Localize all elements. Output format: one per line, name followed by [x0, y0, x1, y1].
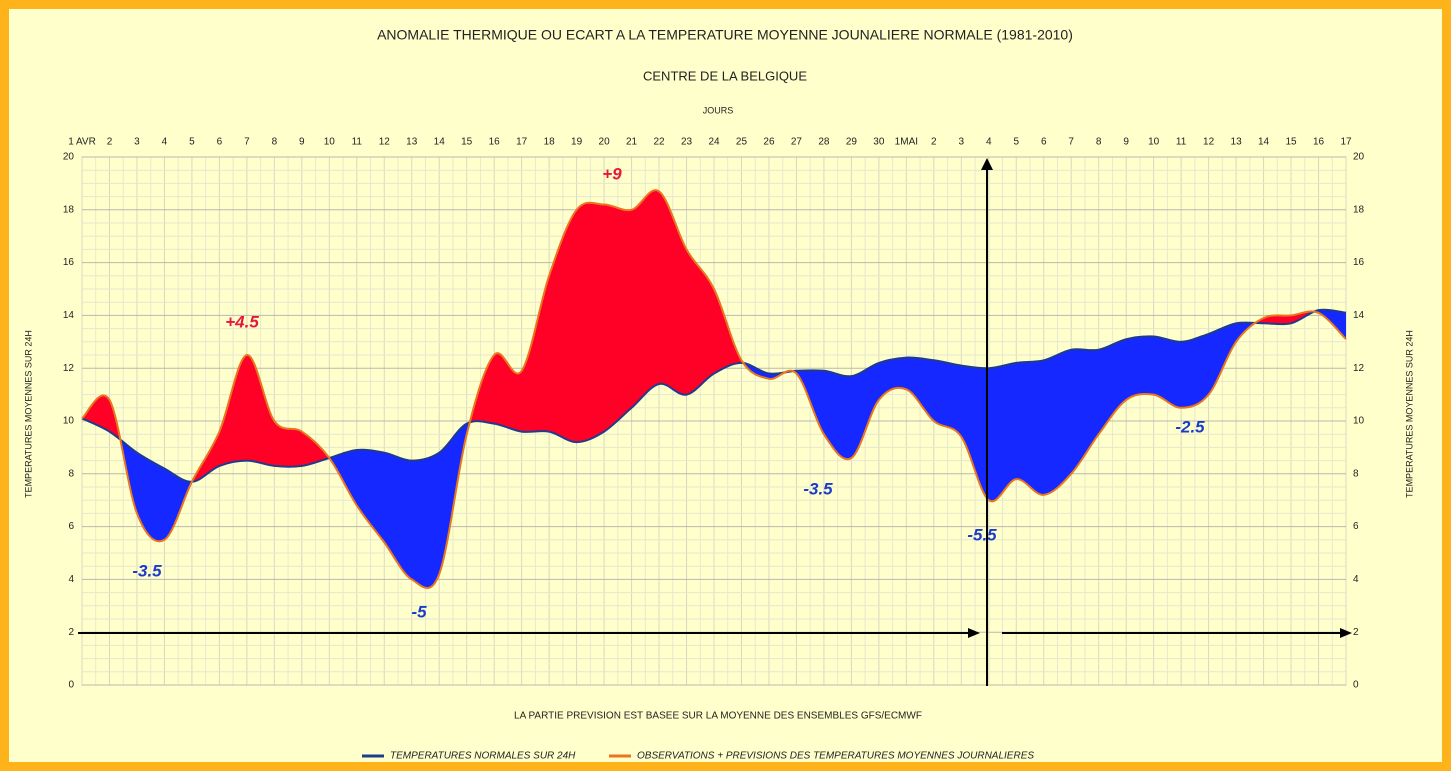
x-tick-label: 24: [708, 137, 720, 148]
x-tick-label: 21: [626, 137, 638, 148]
x-tick-label: 6: [1041, 137, 1047, 148]
x-tick-label: 1 AVR: [68, 137, 96, 148]
x-tick-label: 4: [162, 137, 168, 148]
annotation: -5.5: [967, 525, 997, 544]
y2-tick-label: 18: [1353, 204, 1365, 215]
x-tick-label: 12: [1203, 137, 1215, 148]
x-tick-label: 7: [244, 137, 250, 148]
x-tick-label: 3: [134, 137, 140, 148]
x-tick-label: 15: [1285, 137, 1297, 148]
x-tick-label: 4: [986, 137, 992, 148]
x-tick-label: 29: [846, 137, 858, 148]
background: [9, 9, 1442, 762]
note: LA PARTIE PREVISION EST BASEE SUR LA MOY…: [514, 711, 922, 722]
y2-tick-label: 6: [1353, 521, 1359, 532]
x-tick-label: 8: [272, 137, 278, 148]
annotation: -2.5: [1175, 417, 1205, 436]
x-tick-label: 27: [791, 137, 803, 148]
y2-tick-label: 2: [1353, 627, 1359, 638]
y2-tick-label: 0: [1353, 680, 1359, 691]
y-tick-label: 2: [68, 627, 74, 638]
labels: +9 +4.5 -3.5 -5 -3.5 -5.5 -2.5: [132, 164, 1205, 621]
y-tick-label: 20: [63, 152, 75, 163]
x-tick-label: 23: [681, 137, 693, 148]
x-tick-label: 7: [1068, 137, 1074, 148]
annotation: -3.5: [132, 561, 162, 580]
arrow-head: [968, 628, 980, 638]
arrow-head: [981, 158, 993, 170]
y2-tick-label: 4: [1353, 574, 1359, 585]
legend-label: TEMPERATURES NORMALES SUR 24H: [390, 751, 576, 762]
y-axis-title: TEMPERATURES MOYENNES SUR 24H: [23, 330, 33, 498]
x-tick-label: 17: [1340, 137, 1352, 148]
y-tick-label: 4: [68, 574, 74, 585]
annotation: +9: [602, 164, 622, 183]
x-tick-label: 28: [818, 137, 830, 148]
legend: TEMPERATURES NORMALES SUR 24H OBSERVATION…: [362, 751, 1034, 762]
series-line: [81, 308, 1347, 483]
x-tick-label: 14: [1258, 137, 1270, 148]
chart-title: ANOMALIE THERMIQUE OU ECART A LA TEMPERA…: [377, 27, 1073, 43]
x-tick-label: 13: [1231, 137, 1243, 148]
y-tick-label: 12: [63, 363, 75, 374]
annotation: -5: [411, 602, 427, 621]
x-tick-label: 16: [1313, 137, 1325, 148]
x-tick-label: 11: [1176, 137, 1187, 148]
x-tick-label: 1MAI: [895, 137, 918, 148]
y2-tick-label: 8: [1353, 468, 1359, 479]
x-tick-label: 20: [599, 137, 611, 148]
x-tick-label: 18: [544, 137, 556, 148]
chart-subtitle: CENTRE DE LA BELGIQUE: [643, 68, 807, 83]
x-tick-label: 26: [763, 137, 775, 148]
x-tick-label: 10: [324, 137, 336, 148]
y-tick-label: 16: [63, 257, 75, 268]
x-tick-label: 16: [489, 137, 501, 148]
x-tick-label: 3: [959, 137, 965, 148]
y2-tick-label: 16: [1353, 257, 1365, 268]
annotation: +4.5: [225, 312, 259, 331]
y2-tick-label: 10: [1353, 416, 1365, 427]
y2-axis-title: TEMPERATURES MOYENNES SUR 24H: [1404, 330, 1414, 498]
y2-tick-label: 20: [1353, 152, 1365, 163]
y-tick-label: 10: [63, 416, 75, 427]
y2-tick-label: 14: [1353, 310, 1365, 321]
lines: [81, 189, 1347, 589]
annotation: -3.5: [803, 479, 833, 498]
x-tick-label: 10: [1148, 137, 1160, 148]
y-tick-label: 6: [68, 521, 74, 532]
x-tick-label: 15: [461, 137, 473, 148]
x-tick-label: 2: [107, 137, 113, 148]
area-below: [82, 309, 1346, 588]
y-tick-label: 14: [63, 310, 75, 321]
x-tick-label: 22: [653, 137, 665, 148]
x-axis-title: JOURS: [703, 105, 734, 115]
arrow-head: [1340, 628, 1352, 638]
x-tick-label: 8: [1096, 137, 1102, 148]
x-tick-label: 9: [1123, 137, 1129, 148]
x-tick-label: 13: [406, 137, 418, 148]
y2-tick-label: 12: [1353, 363, 1365, 374]
x-tick-label: 14: [434, 137, 446, 148]
x-tick-label: 30: [873, 137, 885, 148]
series-line: [81, 189, 1347, 589]
legend-label: OBSERVATIONS + PREVISIONS DES TEMPERATUR…: [637, 751, 1034, 762]
x-tick-label: 9: [299, 137, 305, 148]
x-tick-label: 25: [736, 137, 748, 148]
y-tick-label: 0: [68, 680, 74, 691]
x-tick-label: 6: [217, 137, 223, 148]
areas: [82, 190, 1346, 588]
x-tick-label: 17: [516, 137, 528, 148]
x-tick-label: 11: [352, 137, 363, 148]
y-tick-label: 8: [68, 468, 74, 479]
x-tick-label: 19: [571, 137, 583, 148]
x-tick-label: 5: [189, 137, 195, 148]
x-tick-label: 5: [1013, 137, 1019, 148]
x-tick-label: 12: [379, 137, 391, 148]
x-tick-label: 2: [931, 137, 937, 148]
y-tick-label: 18: [63, 204, 75, 215]
arrows: [78, 158, 1352, 686]
